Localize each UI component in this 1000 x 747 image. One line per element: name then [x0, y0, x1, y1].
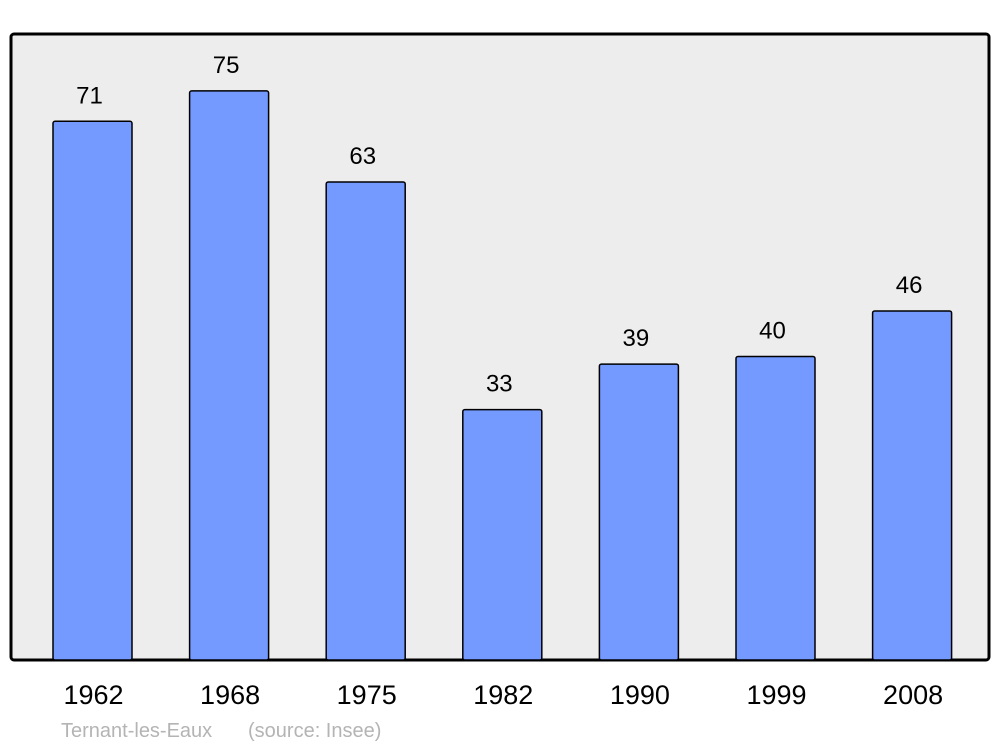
bar-2008: [871, 310, 953, 661]
data-label-2008: 46: [896, 272, 923, 299]
x-tick-2008: 2008: [883, 680, 943, 710]
x-tick-1999: 1999: [746, 680, 806, 710]
footer-place: Ternant-les-Eaux: [61, 720, 212, 742]
data-label-1999: 40: [759, 317, 786, 344]
bar-1990: [598, 363, 680, 661]
data-label-1962: 71: [76, 82, 103, 109]
data-label-1982: 33: [486, 371, 513, 398]
x-tick-1975: 1975: [337, 680, 397, 710]
data-label-1990: 39: [623, 325, 650, 352]
x-tick-1968: 1968: [200, 680, 260, 710]
x-tick-1990: 1990: [610, 680, 670, 710]
data-label-1975: 63: [349, 143, 376, 170]
bar-1968: [188, 90, 270, 661]
x-tick-1982: 1982: [473, 680, 533, 710]
x-tick-1962: 1962: [63, 680, 123, 710]
bar-1962: [52, 120, 133, 661]
bar-1982: [462, 408, 543, 661]
data-label-1968: 75: [213, 52, 240, 79]
bar-1999: [735, 355, 816, 661]
bar-1975: [325, 181, 406, 661]
footer-source: (source: Insee): [248, 720, 381, 742]
